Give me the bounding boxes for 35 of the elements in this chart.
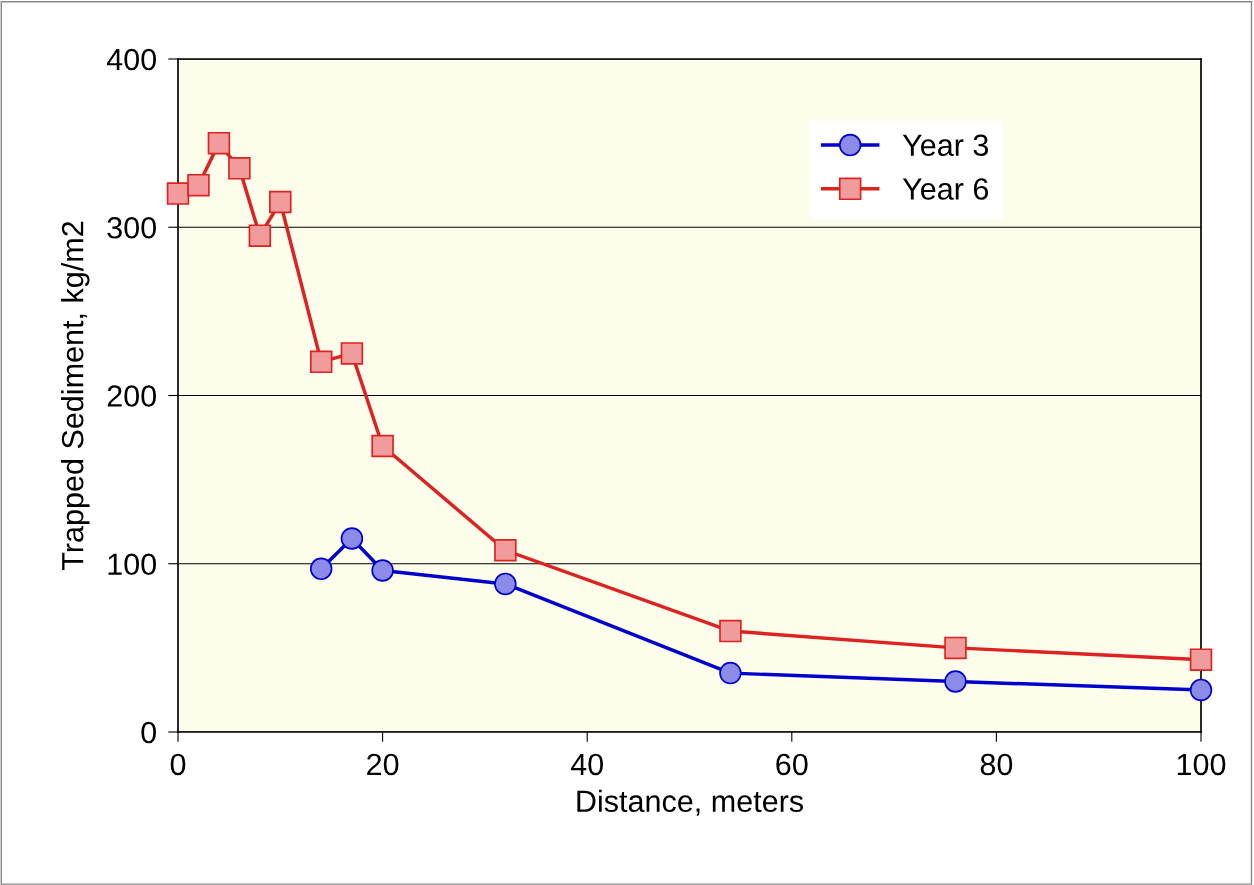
point	[248, 224, 272, 247]
x-tick-label: 0	[170, 753, 186, 776]
point	[340, 527, 364, 550]
x-tick-label: 20	[367, 753, 399, 776]
point	[340, 342, 364, 365]
x-tick-label: 60	[776, 753, 808, 776]
point	[944, 670, 967, 693]
point	[719, 619, 742, 643]
point	[1189, 648, 1213, 671]
y-tick-label: 300	[107, 216, 156, 239]
point	[1189, 678, 1213, 702]
y-axis-title: Trapped Sediment, kg/m2	[61, 221, 90, 571]
point	[371, 559, 394, 582]
y-tick-label: 400	[106, 48, 156, 71]
legend-label: Year 3	[902, 134, 989, 157]
point	[494, 539, 517, 562]
point	[269, 190, 292, 214]
point	[719, 661, 742, 685]
y-tick-label: 100	[108, 553, 156, 576]
point	[494, 572, 517, 596]
point	[207, 131, 231, 155]
x-tick-label: 100	[1177, 753, 1226, 776]
y-tick-label: 200	[107, 385, 156, 407]
point	[187, 173, 210, 197]
point	[309, 350, 333, 374]
x-axis-title: Distance, meters	[577, 789, 804, 816]
x-tick-label: 80	[980, 753, 1013, 776]
x-tick-label: 40	[570, 753, 603, 776]
point	[309, 557, 333, 581]
point	[944, 636, 967, 660]
point	[371, 434, 394, 458]
legend-label: Year 6	[902, 178, 989, 200]
y-tick-label: 0	[141, 721, 156, 744]
point	[228, 157, 251, 180]
point	[166, 182, 190, 205]
